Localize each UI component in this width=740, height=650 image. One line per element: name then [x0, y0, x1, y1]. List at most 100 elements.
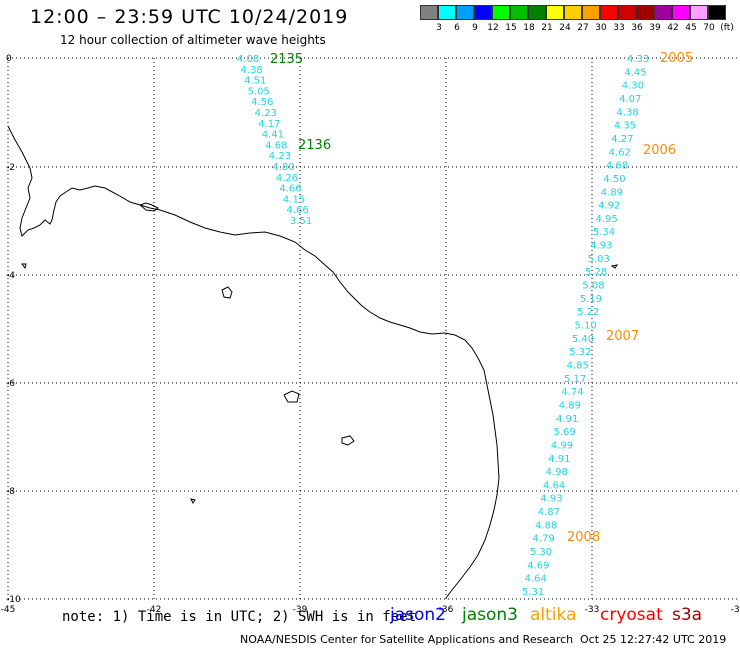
wave-height-value: 4.79: [533, 534, 555, 545]
legend-label: 33: [613, 23, 625, 33]
wave-height-value: 4.91: [548, 454, 570, 465]
wave-height-value: 5.40: [572, 334, 594, 345]
wave-height-value: 4.26: [276, 173, 298, 184]
wave-height-value: 5.34: [593, 227, 615, 238]
legend-swatch: [474, 5, 492, 20]
wave-height-value: 4.51: [244, 76, 266, 87]
island-7: [610, 264, 619, 269]
wave-height-value: 4.23: [269, 151, 291, 162]
wave-height-value: 5.05: [248, 86, 270, 97]
wave-height-value: 4.80: [272, 162, 294, 173]
wave-height-value: 4.66: [286, 205, 308, 216]
legend-swatch: [618, 5, 636, 20]
x-tick-label: -39: [293, 605, 308, 615]
legend-swatch: [510, 5, 528, 20]
wave-height-value: 4.64: [525, 574, 547, 585]
pass-time-label: 2135: [270, 52, 303, 67]
wave-height-value: 4.93: [540, 494, 562, 505]
legend-label: 9: [472, 23, 478, 33]
altimeter-track-2135: 4.084.384.515.054.564.234.174.414.684.23…: [237, 54, 312, 227]
legend-unit: (ft): [720, 23, 734, 33]
y-tick-label: -4: [6, 271, 15, 281]
wave-height-value: 4.15: [283, 194, 305, 205]
legend-label: 21: [541, 23, 553, 33]
generated-timestamp: Oct 25 12:27:42 UTC 2019: [580, 633, 727, 646]
legend-label: 18: [523, 23, 535, 33]
island-5: [190, 498, 196, 504]
wave-height-value: 4.89: [601, 187, 623, 198]
coastline: [7, 125, 619, 599]
legend-swatch: [708, 5, 726, 20]
legend-label: 27: [577, 23, 589, 33]
wave-height-value: 4.91: [556, 414, 578, 425]
legend-label: 39: [649, 23, 661, 33]
legend-swatch: [420, 5, 438, 20]
wave-height-value: 4.50: [603, 174, 625, 185]
legend-swatch: [636, 5, 654, 20]
wave-height-value: 3.51: [290, 216, 312, 227]
wave-height-value: 4.38: [241, 65, 263, 76]
wave-height-value: 4.99: [551, 440, 573, 451]
x-tick-label: -45: [1, 605, 16, 615]
pass-time-label: 2136: [298, 138, 331, 153]
legend-label: 30: [595, 23, 607, 33]
wave-height-value: 5.32: [569, 347, 591, 358]
legend-label: 36: [631, 23, 643, 33]
wave-height-value: 4.45: [624, 67, 646, 78]
map-subtitle: 12 hour collection of altimeter wave hei…: [60, 33, 326, 47]
pass-time-label: 2005: [660, 51, 693, 66]
wave-height-value: 4.93: [590, 241, 612, 252]
footer-note: note: 1) Time is in UTC; 2) SWH is in fe…: [62, 609, 417, 625]
wave-height-value: 4.74: [561, 387, 583, 398]
island-3: [283, 390, 300, 403]
legend-swatch: [672, 5, 690, 20]
wave-height-value: 4.30: [622, 81, 644, 92]
satellite-name: cryosat: [600, 605, 663, 625]
wave-height-value: 4.35: [614, 121, 636, 132]
wave-height-value: 4.41: [262, 130, 284, 141]
pass-time-label: 2007: [606, 329, 639, 344]
wave-height-value: 4.56: [251, 97, 273, 108]
legend-swatch: [690, 5, 708, 20]
legend-swatch: [582, 5, 600, 20]
island-1: [138, 202, 159, 212]
wave-height-value: 4.17: [258, 119, 280, 130]
wave-height-value: 4.64: [543, 480, 565, 491]
altimeter-track-2005: 4.33 4.45 4.30 4.07 4.38 4.35 4.27 4.62 4.68 4.50…: [522, 54, 649, 598]
satellite-name: s3a: [672, 605, 703, 625]
island-6: [21, 263, 27, 270]
wave-height-value: 5.10: [575, 321, 597, 332]
legend-label: 70: [703, 23, 715, 33]
wave-height-value: 4.66: [279, 184, 301, 195]
wave-height-value: 4.08: [237, 54, 259, 65]
legend-swatch: [492, 5, 510, 20]
wave-height-value: 4.68: [606, 161, 628, 172]
legend-swatch: [564, 5, 582, 20]
legend-label: 15: [505, 23, 517, 33]
wave-height-value: 4.23: [255, 108, 277, 119]
legend-swatch: [456, 5, 474, 20]
wave-height-value: 4.88: [535, 520, 557, 531]
y-tick-label: -6: [6, 379, 15, 389]
pass-time-label: 2008: [567, 530, 600, 545]
wave-height-value: 4.68: [265, 140, 287, 151]
coastline-north: [7, 125, 96, 237]
wave-height-value: 4.98: [546, 467, 568, 478]
pass-labels: 2135 2136 2005 2006 2007 2008: [270, 51, 693, 545]
y-tick-label: -10: [6, 595, 21, 605]
wave-height-value: 4.62: [609, 147, 631, 158]
wave-height-value: 4.87: [538, 507, 560, 518]
legend-swatch: [654, 5, 672, 20]
pass-time-label: 2006: [643, 143, 676, 158]
legend-label: 6: [454, 23, 460, 33]
x-tick-label: -36: [439, 605, 454, 615]
wave-height-value: 5.69: [554, 427, 576, 438]
wave-height-value: 5.28: [585, 267, 607, 278]
wave-height-value: 4.38: [617, 107, 639, 118]
satellite-name: altika: [530, 605, 577, 625]
satellite-name: jason3: [462, 605, 518, 625]
x-tick-label: -30: [731, 605, 740, 615]
wave-height-value: 5.30: [530, 547, 552, 558]
map-title: 12:00 – 23:59 UTC 10/24/2019: [30, 6, 349, 28]
